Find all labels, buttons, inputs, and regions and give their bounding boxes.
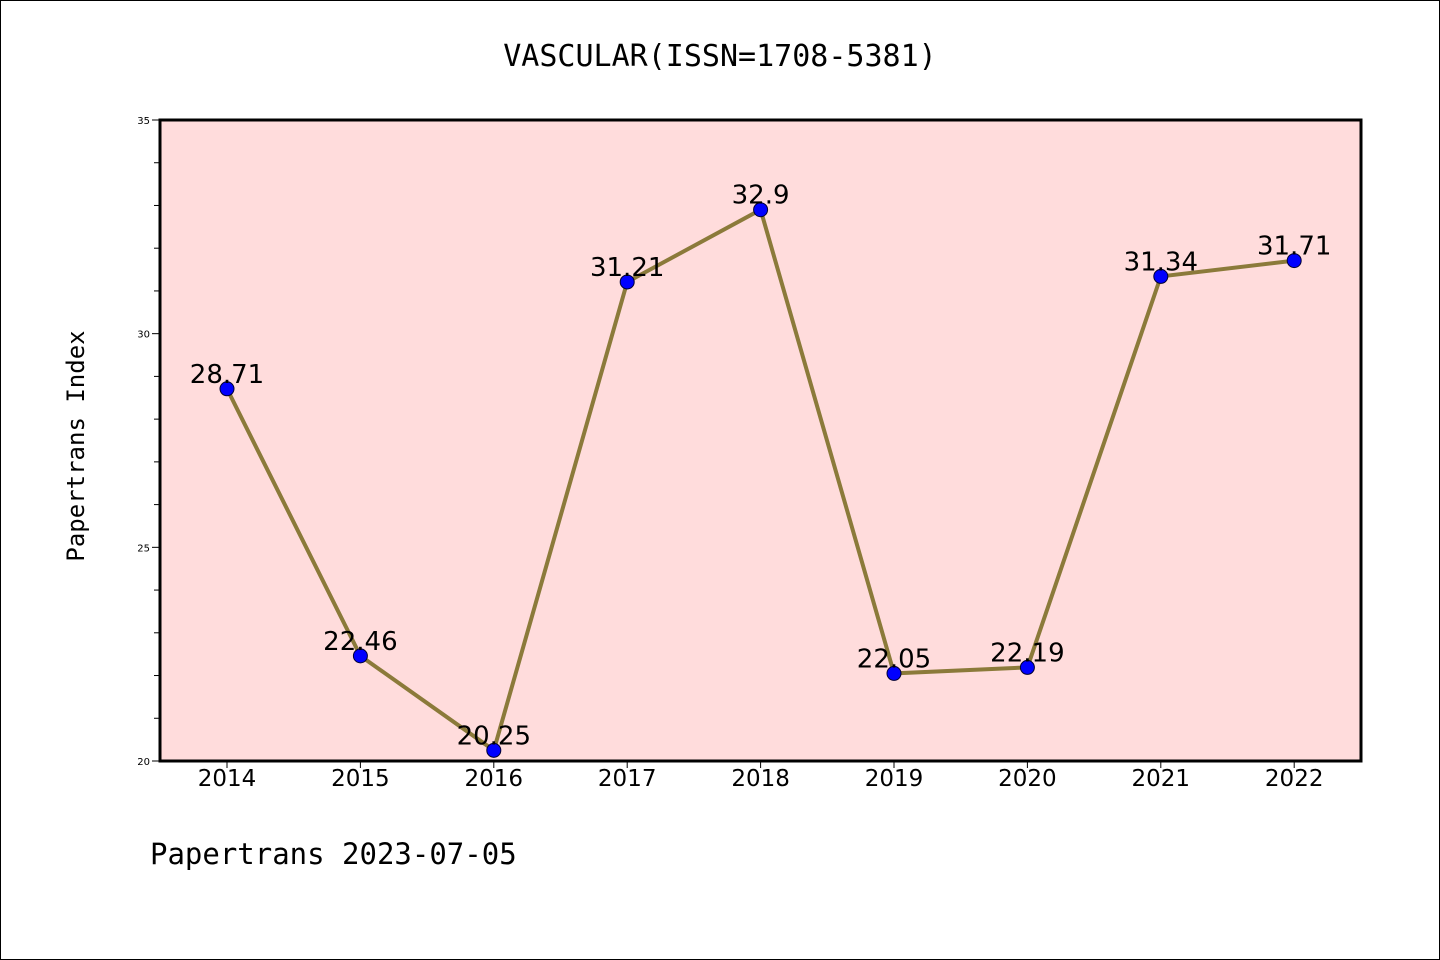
data-label: 22.05 — [857, 644, 931, 674]
data-labels: 28.71 22.46 20.25 31.21 32.9 22.05 22.19 31.34 3… — [190, 181, 1332, 752]
footer-text: Papertrans 2023-07-05 — [150, 837, 517, 871]
y-tick-label: 20 — [137, 757, 150, 768]
data-label: 31.21 — [590, 253, 664, 283]
x-tick-label: 2016 — [465, 766, 524, 792]
x-tick-label: 2020 — [998, 766, 1057, 792]
y-tick-label: 35 — [137, 116, 150, 127]
y-axis: 20 25 30 35 — [137, 116, 160, 768]
data-label: 22.46 — [323, 627, 397, 657]
y-tick-label: 25 — [137, 543, 150, 554]
data-point — [1019, 659, 1035, 675]
data-label: 31.71 — [1257, 232, 1331, 262]
data-point — [619, 274, 635, 290]
data-markers — [219, 202, 1302, 758]
x-tick-label: 2019 — [865, 766, 924, 792]
data-label: 32.9 — [732, 181, 790, 211]
data-point — [486, 742, 502, 758]
data-label: 22.19 — [990, 638, 1064, 668]
data-point — [1153, 268, 1169, 284]
data-point — [886, 665, 902, 681]
data-point — [352, 648, 368, 664]
data-point — [219, 381, 235, 397]
data-label: 28.71 — [190, 360, 264, 390]
y-tick-label: 30 — [137, 330, 150, 341]
x-tick-label: 2018 — [731, 766, 790, 792]
x-tick-label: 2014 — [198, 766, 257, 792]
x-axis: 2014 2015 2016 2017 2018 2019 2020 2021 2022 — [198, 761, 1324, 792]
y-axis-label: Papertrans Index — [62, 330, 90, 561]
data-label: 20.25 — [457, 721, 531, 751]
x-tick-label: 2017 — [598, 766, 657, 792]
x-tick-label: 2022 — [1265, 766, 1324, 792]
x-tick-label: 2015 — [331, 766, 390, 792]
data-label: 31.34 — [1124, 247, 1198, 277]
x-tick-label: 2021 — [1132, 766, 1191, 792]
data-point — [1286, 253, 1302, 269]
chart-title: VASCULAR(ISSN=1708-5381) — [503, 39, 936, 74]
data-point — [753, 202, 769, 218]
